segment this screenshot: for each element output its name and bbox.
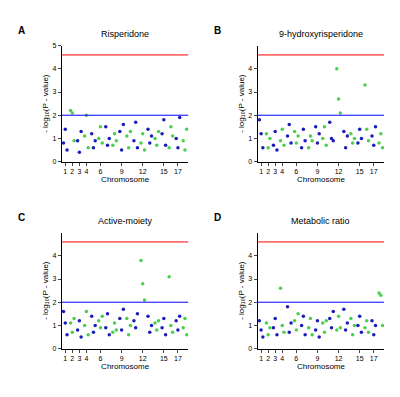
svg-text:4: 4: [84, 355, 88, 362]
svg-text:B: B: [214, 25, 221, 36]
svg-text:- log₁₀(P - value): - log₁₀(P - value): [237, 74, 246, 133]
svg-text:3: 3: [52, 88, 56, 95]
svg-text:- log₁₀(P - value): - log₁₀(P - value): [41, 74, 50, 133]
svg-text:17: 17: [174, 168, 182, 175]
svg-text:Chromosome: Chromosome: [101, 362, 150, 371]
svg-text:2: 2: [70, 168, 74, 175]
svg-text:4: 4: [84, 168, 88, 175]
svg-text:15: 15: [160, 168, 168, 175]
svg-text:2: 2: [52, 112, 56, 119]
svg-text:0: 0: [52, 158, 56, 165]
svg-text:2: 2: [248, 299, 252, 306]
svg-text:4: 4: [280, 355, 284, 362]
svg-text:9: 9: [120, 355, 124, 362]
svg-text:0: 0: [248, 345, 252, 352]
svg-text:17: 17: [174, 355, 182, 362]
svg-text:0: 0: [52, 345, 56, 352]
svg-text:0: 0: [248, 158, 252, 165]
svg-text:3: 3: [77, 355, 81, 362]
svg-text:1: 1: [248, 135, 252, 142]
svg-text:3: 3: [52, 275, 56, 282]
svg-text:1: 1: [259, 355, 263, 362]
svg-text:Active-moiety: Active-moiety: [98, 216, 153, 226]
svg-text:12: 12: [139, 355, 147, 362]
svg-text:1: 1: [52, 135, 56, 142]
svg-text:2: 2: [52, 299, 56, 306]
svg-text:3: 3: [248, 88, 252, 95]
svg-text:2: 2: [266, 355, 270, 362]
svg-text:- log₁₀(P - value): - log₁₀(P - value): [237, 261, 246, 320]
svg-text:D: D: [214, 212, 221, 223]
svg-text:Chromosome: Chromosome: [297, 175, 346, 184]
svg-text:2: 2: [266, 168, 270, 175]
svg-text:17: 17: [370, 168, 378, 175]
svg-text:Risperidone: Risperidone: [101, 29, 149, 39]
svg-text:1: 1: [259, 168, 263, 175]
svg-text:6: 6: [294, 168, 298, 175]
svg-text:1: 1: [248, 322, 252, 329]
svg-text:3: 3: [248, 275, 252, 282]
svg-text:2: 2: [70, 355, 74, 362]
svg-text:15: 15: [160, 355, 168, 362]
svg-text:4: 4: [52, 65, 56, 72]
svg-text:3: 3: [77, 168, 81, 175]
svg-text:4: 4: [248, 65, 252, 72]
svg-text:- log₁₀(P - value): - log₁₀(P - value): [41, 261, 50, 320]
svg-text:A: A: [18, 25, 25, 36]
svg-text:4: 4: [248, 252, 252, 259]
svg-text:3: 3: [273, 355, 277, 362]
svg-text:15: 15: [356, 355, 364, 362]
svg-text:6: 6: [99, 168, 103, 175]
svg-text:5: 5: [52, 42, 56, 49]
svg-text:3: 3: [273, 168, 277, 175]
svg-text:12: 12: [139, 168, 147, 175]
svg-text:C: C: [18, 212, 25, 223]
svg-text:9-hydroxyrisperidone: 9-hydroxyrisperidone: [279, 29, 363, 39]
svg-text:6: 6: [294, 355, 298, 362]
svg-text:6: 6: [99, 355, 103, 362]
svg-text:1: 1: [52, 322, 56, 329]
svg-text:Chromosome: Chromosome: [101, 175, 150, 184]
svg-text:1: 1: [63, 168, 67, 175]
svg-text:15: 15: [356, 168, 364, 175]
svg-text:4: 4: [52, 252, 56, 259]
svg-text:9: 9: [315, 168, 319, 175]
svg-text:12: 12: [335, 168, 343, 175]
svg-text:17: 17: [370, 355, 378, 362]
svg-text:Metabolic ratio: Metabolic ratio: [291, 216, 350, 226]
svg-text:12: 12: [335, 355, 343, 362]
svg-text:Chromosome: Chromosome: [297, 362, 346, 371]
svg-text:1: 1: [63, 355, 67, 362]
svg-text:9: 9: [120, 168, 124, 175]
svg-text:4: 4: [280, 168, 284, 175]
svg-text:2: 2: [248, 112, 252, 119]
svg-text:9: 9: [315, 355, 319, 362]
